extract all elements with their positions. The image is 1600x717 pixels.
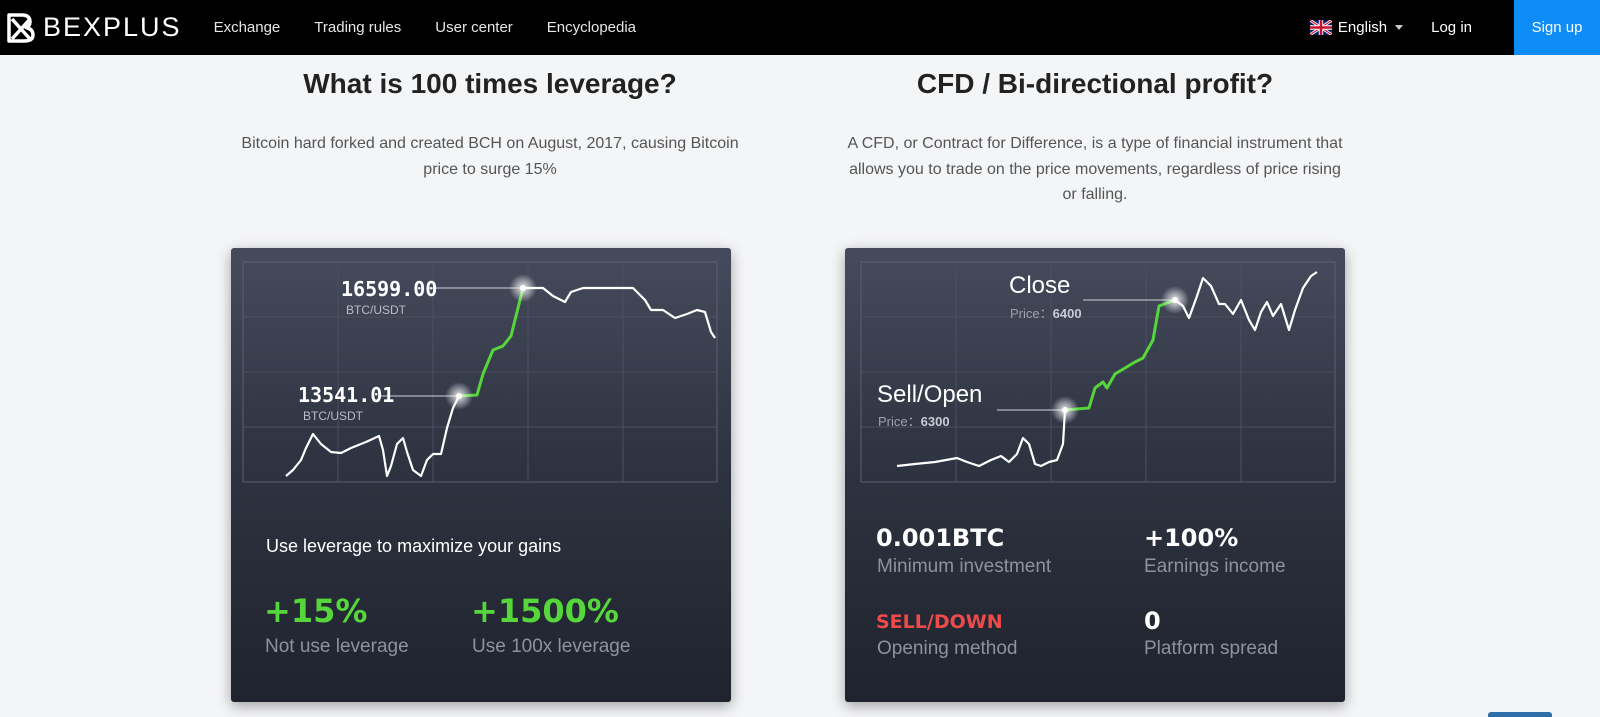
leverage-card: 16599.00 BTC/USDT 13541.01 BTC/USDT Use … <box>231 248 731 702</box>
language-selector[interactable]: English <box>1309 19 1404 36</box>
stat-opening-method-label: Opening method <box>877 638 1018 659</box>
chevron-down-icon <box>1395 25 1404 30</box>
floating-tab[interactable] <box>1488 712 1552 717</box>
leverage-description: Bitcoin hard forked and created BCH on A… <box>241 135 739 178</box>
login-link[interactable]: Log in <box>1431 19 1472 36</box>
uk-flag-icon <box>1309 20 1332 35</box>
stat-opening-method-value: SELL/DOWN <box>876 611 1003 633</box>
high-price-label: 16599.00 <box>341 277 438 301</box>
nav-link-trading-rules[interactable]: Trading rules <box>314 19 402 36</box>
open-label: Sell/Open <box>877 381 983 408</box>
stat-spread-value: 0 <box>1144 607 1161 635</box>
stat-leverage-value: +1500% <box>471 592 619 630</box>
stat-min-investment-value: 0.001BTC <box>876 524 1005 552</box>
stat-min-investment-label: Minimum investment <box>877 556 1052 577</box>
open-price-value: 6300 <box>920 414 950 429</box>
leverage-chart <box>242 261 718 483</box>
cfd-card: Close Price：6400 Sell/Open Price：6300 0.… <box>845 248 1345 702</box>
stat-leverage-label: Use 100x leverage <box>472 636 631 657</box>
nav-link-user-center[interactable]: User center <box>435 19 513 36</box>
low-price-label: 13541.01 <box>298 383 395 407</box>
close-label: Close <box>1009 272 1071 299</box>
stat-no-leverage-label: Not use leverage <box>265 636 409 657</box>
language-label: English <box>1337 19 1388 36</box>
stat-earnings-label: Earnings income <box>1144 556 1286 577</box>
cfd-description: A CFD, or Contract for Difference, is a … <box>847 135 1343 203</box>
brand-name: BEXPLUS <box>43 12 182 42</box>
open-price: Price：6300 <box>878 411 950 430</box>
brand-logo[interactable]: BEXPLUS <box>6 0 182 55</box>
nav-link-encyclopedia[interactable]: Encyclopedia <box>546 19 637 36</box>
stat-earnings-value: +100% <box>1144 524 1239 552</box>
leverage-section: What is 100 times leverage? Bitcoin hard… <box>230 55 750 182</box>
nav-links: Exchange Trading rules User center Encyc… <box>214 19 670 36</box>
stat-no-leverage-value: +15% <box>264 592 368 630</box>
nav-link-exchange[interactable]: Exchange <box>213 19 281 36</box>
low-pair-label: BTC/USDT <box>303 409 363 423</box>
cfd-section: CFD / Bi-directional profit? A CFD, or C… <box>835 55 1355 208</box>
close-price-prefix: Price： <box>1010 306 1053 321</box>
signup-button[interactable]: Sign up <box>1514 0 1600 55</box>
stat-spread-label: Platform spread <box>1144 638 1279 659</box>
open-price-prefix: Price： <box>878 414 921 429</box>
leverage-title: What is 100 times leverage? <box>303 68 677 99</box>
top-nav: BEXPLUS Exchange Trading rules User cent… <box>0 0 1600 55</box>
close-price-value: 6400 <box>1052 306 1082 321</box>
nav-right: English Log in Sign up <box>1309 0 1600 55</box>
close-price: Price：6400 <box>1010 303 1082 322</box>
leverage-tagline: Use leverage to maximize your gains <box>266 536 562 556</box>
cfd-chart <box>860 261 1336 483</box>
bexplus-logo-icon <box>7 12 35 43</box>
cfd-title: CFD / Bi-directional profit? <box>916 68 1274 99</box>
high-pair-label: BTC/USDT <box>346 303 406 317</box>
